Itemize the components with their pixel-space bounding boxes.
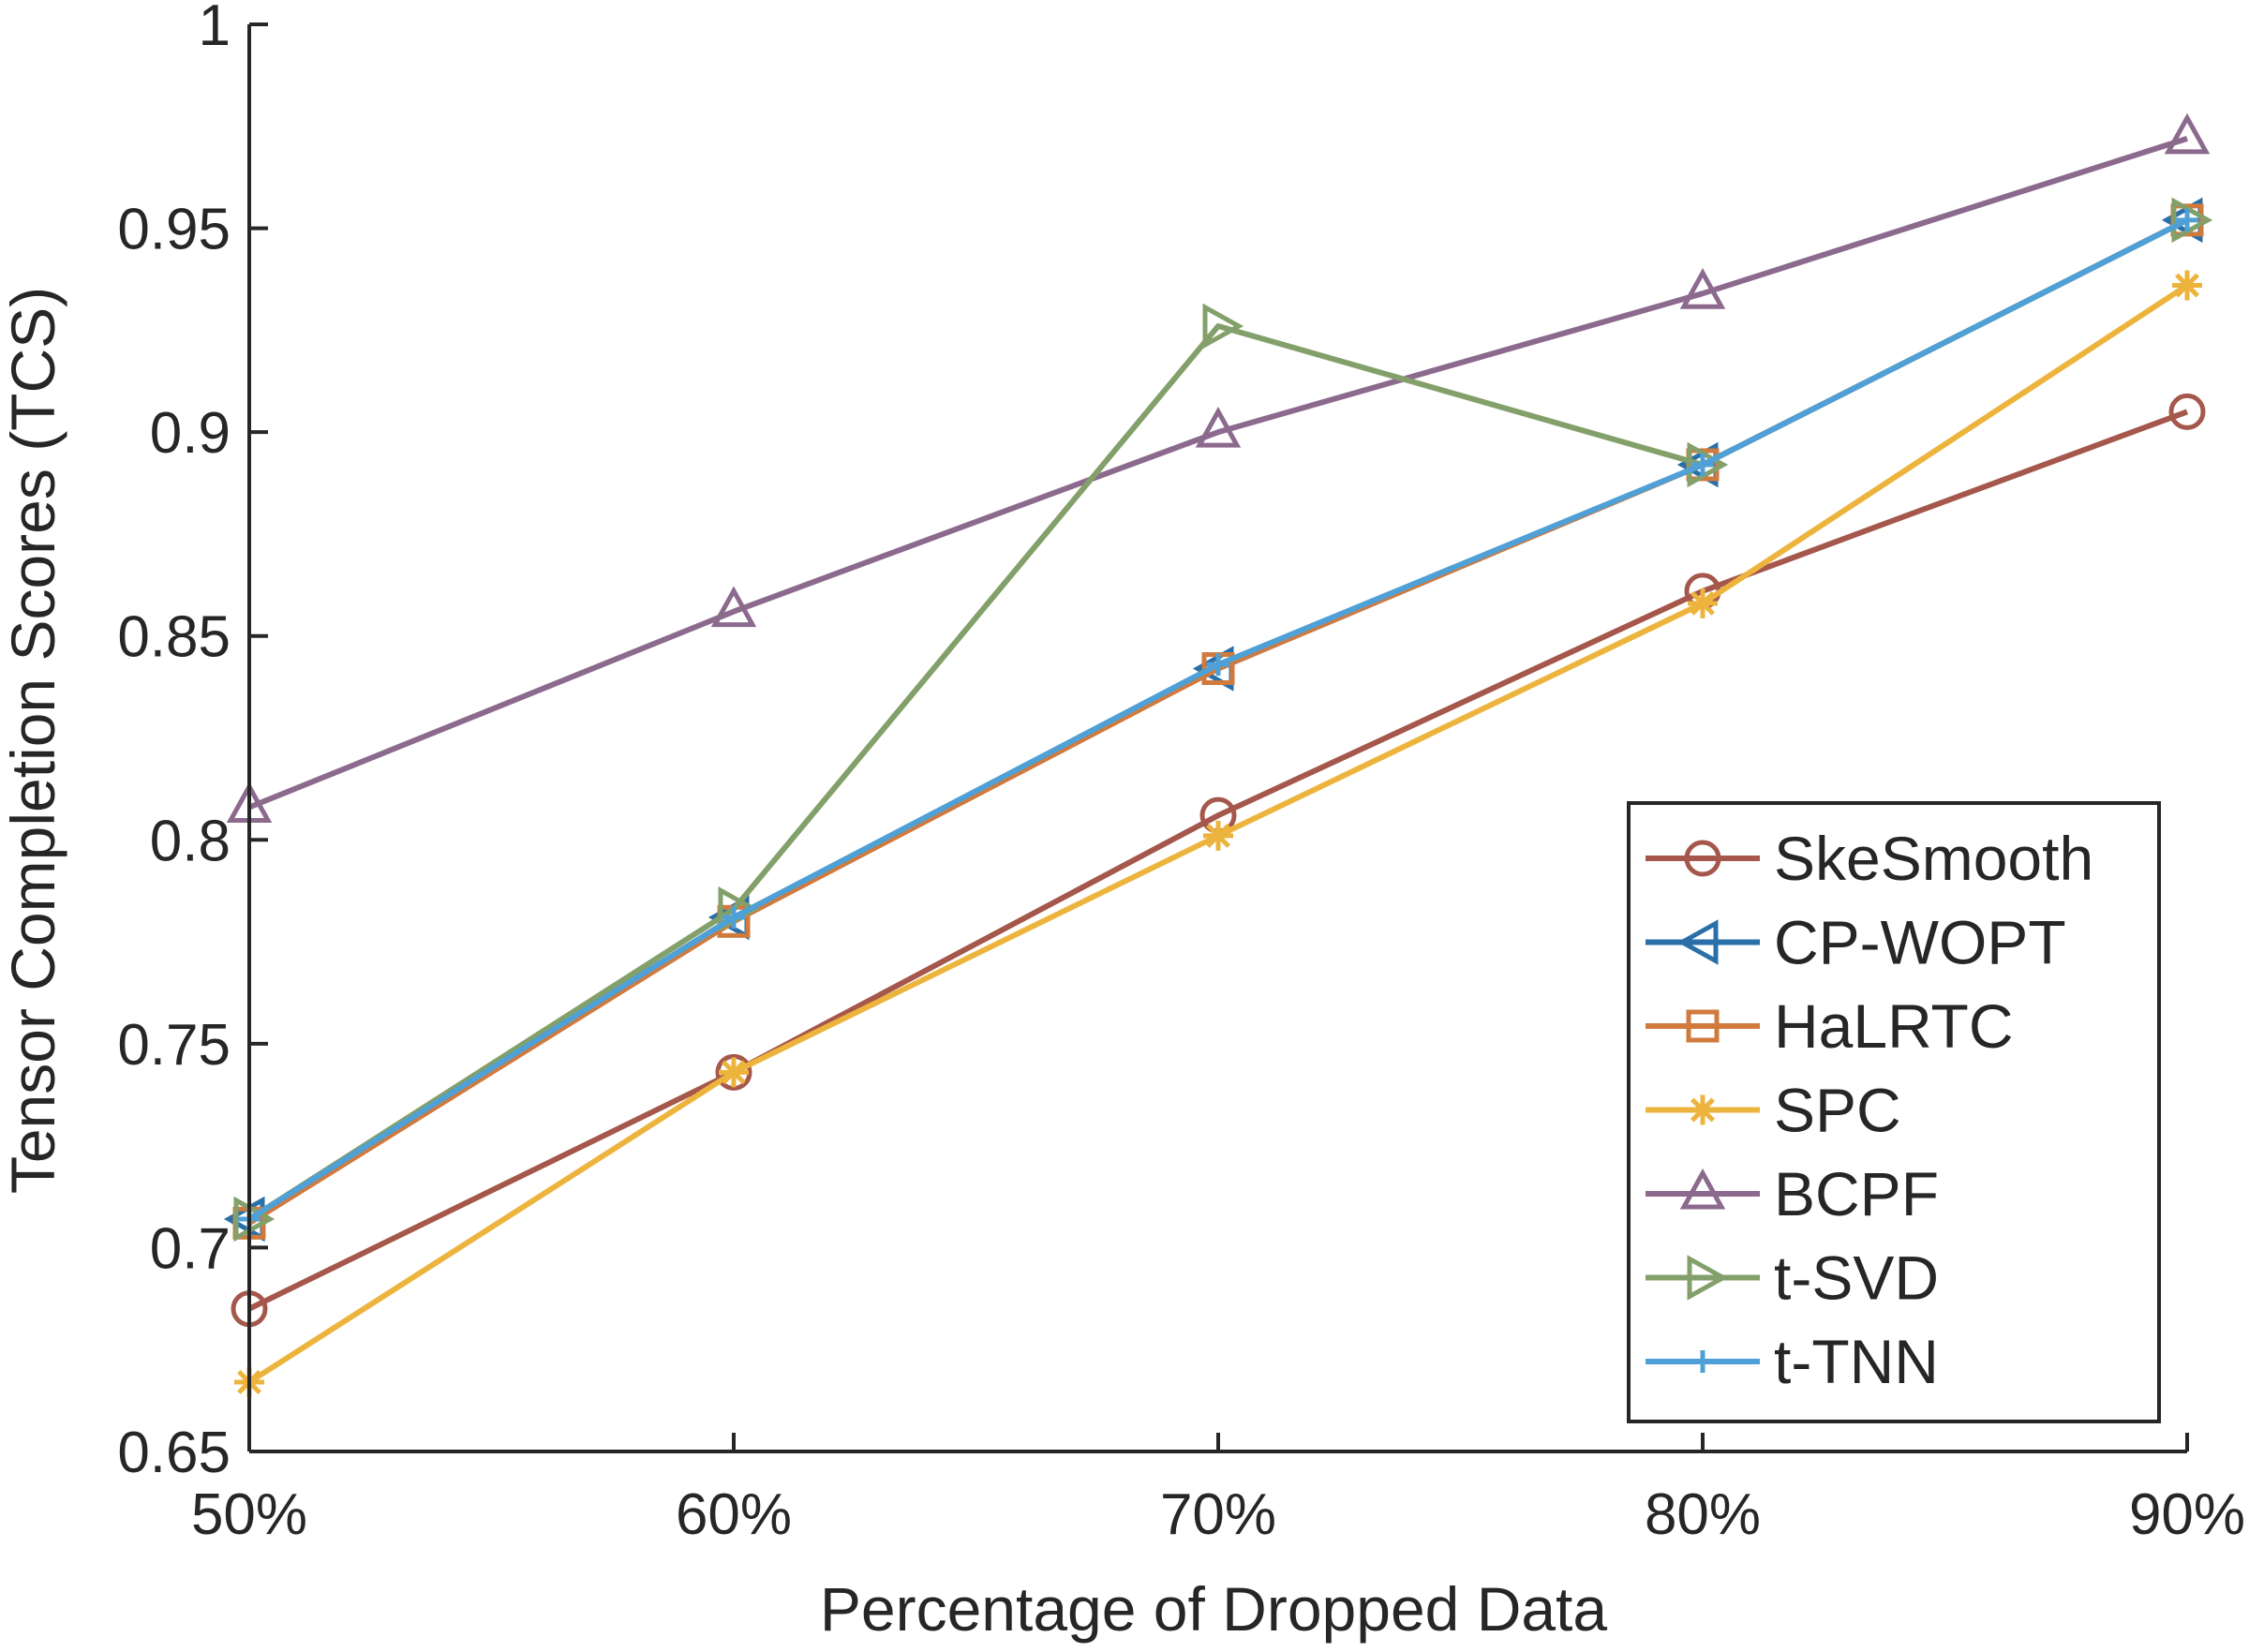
y-axis-title: Tensor Completion Scores (TCS) [0,287,67,1194]
data-point-t-tnn-3 [1207,653,1229,677]
data-point-t-tnn-4 [1691,453,1714,476]
data-point-t-svd-3 [1202,303,1244,350]
series-t-tnn [238,208,2198,1230]
x-tick-label: 70% [1160,1482,1276,1547]
x-tick-label: 50% [191,1482,307,1547]
legend-entry-halrtc: HaLRTC [1646,991,2014,1061]
y-tick-label: 0.95 [117,198,231,262]
legend-label: CP-WOPT [1774,908,2066,977]
data-point-t-tnn-2 [722,905,745,929]
data-point-spc-3 [1203,820,1233,851]
data-point-spc-5 [2172,270,2202,301]
legend-label: BCPF [1774,1159,1939,1228]
legend-entry-spc: SPC [1646,1076,1901,1145]
legend-marker [1679,1168,1726,1210]
x-tick-label: 80% [1645,1482,1761,1547]
legend-entry-t-svd: t-SVD [1646,1243,1939,1313]
legend-entry-cp-wopt: CP-WOPT [1646,908,2066,977]
legend-label: SkeSmooth [1774,824,2093,893]
series-line-bcpf [247,135,2188,811]
legend-entry-t-tnn: t-TNN [1646,1327,1939,1396]
data-point-t-svd-5 [2171,197,2213,244]
legend-entry-skesmooth: SkeSmooth [1646,824,2093,893]
data-point-bcpf-2 [710,586,757,628]
legend-marker [1688,1094,1718,1125]
legend-entry-bcpf: BCPF [1646,1159,1939,1228]
legend: SkeSmooth CP-WOPT HaLRTC SPC BCPF t-SVD t-TNN [1627,801,2161,1423]
data-point-bcpf-4 [1679,268,1726,309]
data-point-t-tnn-5 [2176,208,2198,231]
data-point-t-svd-4 [1687,441,1729,488]
legend-marker [1691,1350,1714,1373]
legend-marker [1684,840,1721,877]
legend-marker [1686,1009,1720,1043]
legend-label: t-TNN [1774,1327,1939,1396]
y-tick-label: 0.8 [150,809,231,873]
x-tick-label: 90% [2129,1482,2245,1547]
y-tick-label: 0.85 [117,605,231,670]
legend-marker [1687,1255,1729,1301]
data-point-skesmooth-5 [2168,393,2206,430]
y-tick-label: 0.65 [117,1421,231,1485]
data-point-skesmooth-2 [715,1053,752,1091]
legend-marker [1676,919,1719,965]
data-point-bcpf-3 [1195,406,1242,448]
y-tick-label: 0.7 [150,1216,231,1281]
y-tick-label: 0.75 [117,1013,231,1078]
series-line-skesmooth [247,409,2189,1312]
x-tick-label: 60% [676,1482,792,1547]
y-tick-label: 1 [199,0,231,58]
tick-labels: 0.65 0.7 0.75 0.8 0.85 0.9 0.95 1 50% 60% 70% 80% 90… [117,0,2245,1547]
data-point-bcpf-5 [2164,112,2211,155]
axes [247,22,2189,1453]
data-point-t-svd-1 [233,1196,276,1243]
data-point-spc-2 [719,1057,749,1088]
legend-label: SPC [1774,1076,1901,1145]
y-tick-label: 0.9 [150,401,231,466]
data-point-spc-4 [1688,588,1718,618]
legend-label: t-SVD [1774,1243,1939,1313]
x-axis-title: Percentage of Dropped Data [820,1574,1608,1644]
legend-label: HaLRTC [1774,991,2014,1061]
